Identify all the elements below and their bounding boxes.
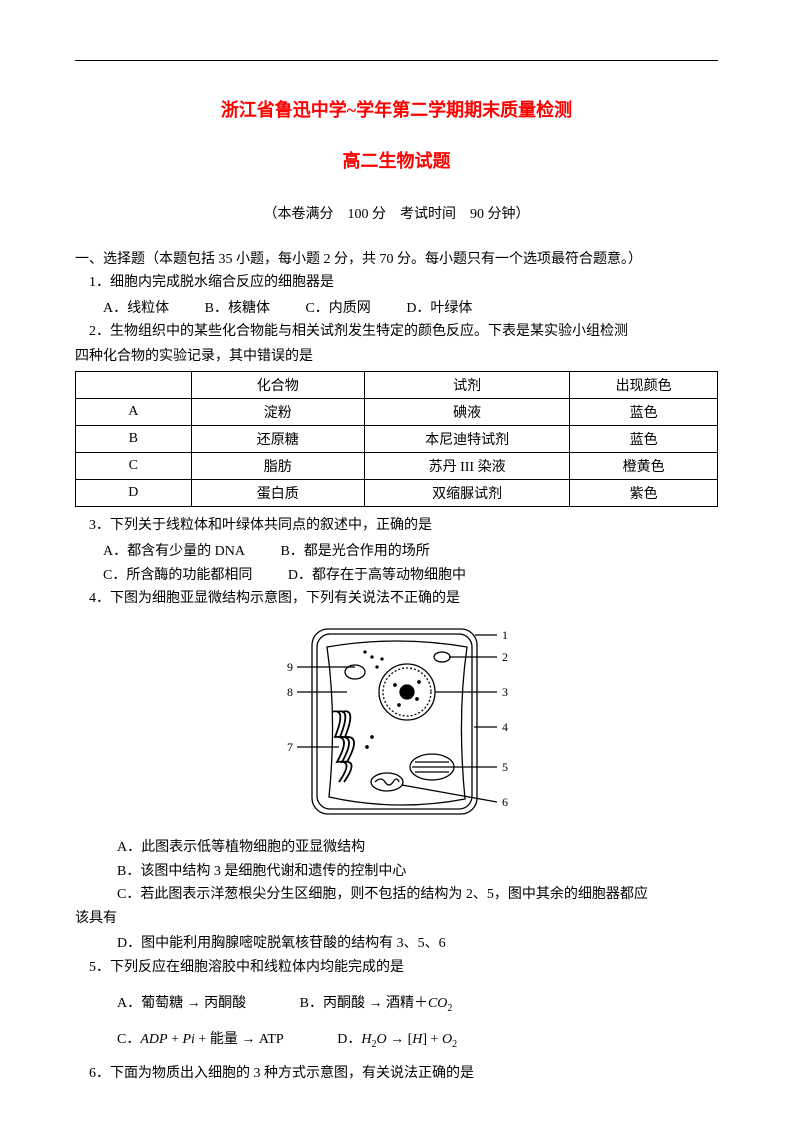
cell-diagram: 1 2 3 4 5 6 9 8 7 [277, 617, 517, 827]
td: A [76, 399, 192, 426]
td: B [76, 426, 192, 453]
q1-text: 1．细胞内完成脱水缩合反应的细胞器是 [75, 272, 718, 293]
q5-opt-c: C．ADP + Pi + 能量 → ATP [117, 1028, 284, 1048]
svg-text:1: 1 [502, 628, 508, 642]
q3-line2: C．所含酶的功能都相同 D．都存在于高等动物细胞中 [75, 564, 718, 584]
q3-opt-b: B．都是光合作用的场所 [280, 544, 429, 559]
svg-text:7: 7 [287, 740, 293, 754]
td: C [76, 453, 192, 480]
td: D [76, 480, 192, 507]
th: 化合物 [191, 372, 364, 399]
table-row: B 还原糖 本尼迪特试剂 蓝色 [76, 426, 718, 453]
q4-opt-c2: 该具有 [75, 908, 718, 929]
q5-text: 5．下列反应在细胞溶胶中和线粒体内均能完成的是 [75, 957, 718, 978]
q2-text2: 四种化合物的实验记录，其中错误的是 [75, 346, 718, 367]
q3-line1: A．都含有少量的 DNA B．都是光合作用的场所 [75, 540, 718, 560]
section-heading: 一、选择题（本题包括 35 小题，每小题 2 分，共 70 分。每小题只有一个选… [75, 248, 718, 268]
table-row: C 脂肪 苏丹 III 染液 橙黄色 [76, 453, 718, 480]
top-border [75, 60, 718, 61]
q3-text: 3．下列关于线粒体和叶绿体共同点的叙述中，正确的是 [75, 515, 718, 536]
q4-opt-d: D．图中能利用胸腺嘧啶脱氧核苷酸的结构有 3、5、6 [75, 933, 718, 955]
th [76, 372, 192, 399]
q1-opt-b: B．核糖体 [205, 301, 270, 316]
q6-text: 6．下面为物质出入细胞的 3 种方式示意图，有关说法正确的是 [75, 1063, 718, 1084]
q1-opt-d: D．叶绿体 [406, 301, 472, 316]
q5-opt-a: A．葡萄糖 → 丙酮酸 [117, 992, 246, 1012]
table-row: D 蛋白质 双缩脲试剂 紫色 [76, 480, 718, 507]
q4-text: 4．下图为细胞亚显微结构示意图，下列有关说法不正确的是 [75, 588, 718, 609]
q3-opt-d: D．都存在于高等动物细胞中 [288, 568, 466, 583]
td: 蛋白质 [191, 480, 364, 507]
q4-opt-b: B．该图中结构 3 是细胞代谢和遗传的控制中心 [75, 861, 718, 883]
th: 出现颜色 [570, 372, 718, 399]
td: 蓝色 [570, 426, 718, 453]
q3-opt-a: A．都含有少量的 DNA [103, 544, 245, 559]
svg-text:8: 8 [287, 685, 293, 699]
td: 蓝色 [570, 399, 718, 426]
q4-opt-a: A．此图表示低等植物细胞的亚显微结构 [75, 837, 718, 859]
table-row: A 淀粉 碘液 蓝色 [76, 399, 718, 426]
td: 苏丹 III 染液 [364, 453, 569, 480]
td: 紫色 [570, 480, 718, 507]
q2-text1: 2．生物组织中的某些化合物能与相关试剂发生特定的颜色反应。下表是某实验小组检测 [75, 321, 718, 342]
q5-line1: A．葡萄糖 → 丙酮酸 B．丙酮酸 → 酒精＋CO2 [75, 992, 718, 1014]
title-main: 浙江省鲁迅中学~学年第二学期期末质量检测 [75, 96, 718, 122]
td: 双缩脲试剂 [364, 480, 569, 507]
svg-text:3: 3 [502, 685, 508, 699]
q1-options: A．线粒体 B．核糖体 C．内质网 D．叶绿体 [75, 297, 718, 317]
q3-opt-c: C．所含酶的功能都相同 [103, 568, 252, 583]
th: 试剂 [364, 372, 569, 399]
td: 本尼迪特试剂 [364, 426, 569, 453]
svg-text:2: 2 [502, 650, 508, 664]
svg-text:6: 6 [502, 795, 508, 809]
q5-b-text: B．丙酮酸 → 酒精＋ [300, 996, 428, 1011]
svg-text:9: 9 [287, 660, 293, 674]
q1-opt-a: A．线粒体 [103, 301, 169, 316]
q5-c-label: C． [117, 1032, 140, 1047]
table-row: 化合物 试剂 出现颜色 [76, 372, 718, 399]
q5-opt-d: D．H2O → [H] + O2 [337, 1028, 457, 1050]
td: 还原糖 [191, 426, 364, 453]
svg-text:4: 4 [502, 720, 508, 734]
q5-d-label: D． [337, 1032, 361, 1047]
q4-opt-c1: C．若此图表示洋葱根尖分生区细胞，则不包括的结构为 2、5，图中其余的细胞器都应 [75, 884, 718, 906]
td: 碘液 [364, 399, 569, 426]
td: 橙黄色 [570, 453, 718, 480]
q5-opt-b: B．丙酮酸 → 酒精＋CO2 [300, 992, 453, 1014]
svg-text:5: 5 [502, 760, 508, 774]
q5-line2: C．ADP + Pi + 能量 → ATP D．H2O → [H] + O2 [75, 1028, 718, 1050]
exam-info: （本卷满分 100 分 考试时间 90 分钟） [75, 203, 718, 223]
title-sub: 高二生物试题 [75, 147, 718, 173]
td: 脂肪 [191, 453, 364, 480]
q2-table: 化合物 试剂 出现颜色 A 淀粉 碘液 蓝色 B 还原糖 本尼迪特试剂 蓝色 C… [75, 371, 718, 507]
q1-opt-c: C．内质网 [305, 301, 370, 316]
td: 淀粉 [191, 399, 364, 426]
